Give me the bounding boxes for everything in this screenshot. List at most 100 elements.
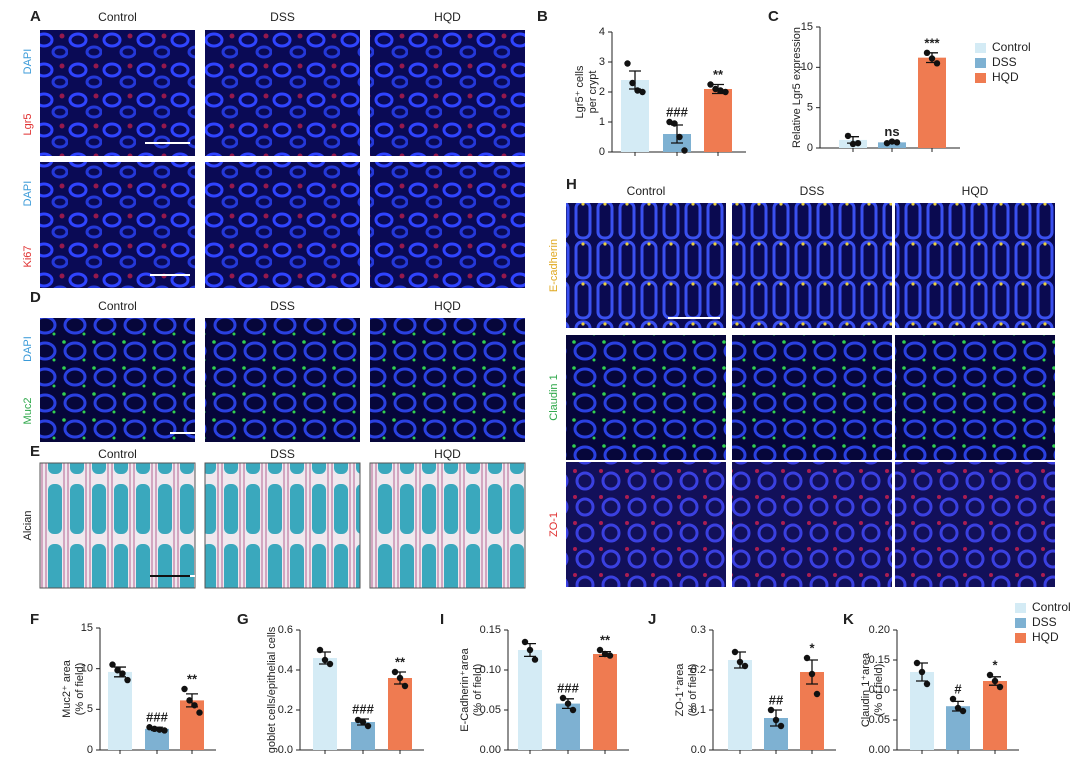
data-point [526, 646, 534, 654]
micrograph [39, 462, 196, 589]
significance: ### [557, 680, 579, 695]
legend-label: Control [1032, 600, 1071, 614]
data-point [596, 646, 604, 654]
y-axis-label: (% of field) [472, 664, 484, 717]
data-point [146, 724, 153, 731]
column-label: Control [627, 184, 666, 198]
bar [593, 654, 617, 750]
significance: ** [600, 632, 611, 647]
y-tick-label: 5 [807, 102, 813, 114]
data-point [888, 138, 896, 145]
significance: ## [769, 692, 784, 707]
y-axis-label: Relative Lgr5 expression [791, 27, 803, 148]
row-label: DAPI [22, 49, 34, 75]
legend-swatch [1015, 633, 1026, 643]
panel-letter: C [768, 8, 779, 25]
y-tick-label: 0 [87, 744, 93, 756]
significance: ** [395, 654, 406, 669]
data-point [933, 60, 941, 67]
row-label: DAPI [22, 336, 34, 362]
data-point [156, 726, 163, 733]
y-tick-label: 1 [599, 116, 605, 128]
micrograph [732, 203, 892, 328]
y-tick-label: 0.2 [278, 704, 293, 716]
data-point [954, 704, 962, 712]
significance: * [992, 657, 998, 672]
micrograph [204, 462, 361, 589]
micrograph [370, 162, 525, 288]
row-label: Claudin 1 [548, 374, 560, 420]
significance: ### [666, 104, 688, 119]
data-point [151, 725, 158, 733]
legend-swatch [1015, 603, 1026, 613]
legend-label: Control [992, 40, 1031, 54]
y-tick-label: 2 [599, 86, 605, 98]
y-tick-label: 4 [599, 26, 605, 38]
data-point [564, 700, 572, 707]
data-point [396, 674, 404, 682]
data-point [949, 695, 957, 703]
y-axis-label: Claudin 1⁺area [860, 652, 872, 727]
bar [388, 678, 412, 750]
legend-swatch [975, 43, 986, 53]
data-point [196, 709, 203, 716]
data-point [717, 87, 724, 94]
data-point [601, 650, 609, 658]
column-label: HQD [434, 10, 461, 24]
data-point [854, 139, 862, 147]
data-point [681, 147, 688, 154]
panel-letter: A [30, 8, 41, 25]
column-label: HQD [962, 184, 989, 198]
data-point [676, 133, 683, 141]
y-axis-label: ZO-1⁺area [674, 663, 686, 717]
bar [800, 672, 824, 750]
row-label: Lgr5 [22, 113, 34, 135]
data-point [391, 668, 399, 676]
y-tick-label: 0.00 [480, 744, 501, 756]
y-tick-label: 0.1 [691, 704, 706, 716]
y-tick-label: 0.10 [480, 664, 501, 676]
column-label: Control [98, 447, 137, 461]
y-tick-label: 0.10 [869, 684, 890, 696]
y-tick-label: 0.20 [869, 624, 890, 636]
y-axis-label: E-Cadherin⁺area [459, 647, 471, 731]
data-point [813, 690, 821, 698]
data-point [569, 706, 577, 714]
data-point [893, 139, 901, 146]
bar [180, 700, 204, 750]
bar [518, 650, 542, 750]
data-point [722, 88, 729, 96]
data-point [923, 680, 931, 688]
micrograph [566, 335, 726, 460]
data-point [772, 716, 780, 724]
y-tick-label: 0.3 [691, 624, 706, 636]
y-tick-label: 15 [81, 622, 93, 634]
data-point [321, 656, 329, 664]
significance: ns [884, 124, 899, 139]
data-point [401, 682, 409, 690]
bar [351, 722, 375, 750]
y-tick-label: 0 [807, 142, 813, 154]
significance: ### [352, 701, 374, 716]
y-axis-label: goblet cells/epithelial cells [266, 626, 278, 753]
y-tick-label: 15 [801, 21, 813, 33]
micrograph [205, 318, 360, 442]
micrograph [40, 30, 195, 156]
column-label: Control [98, 10, 137, 24]
significance: ** [187, 671, 198, 686]
data-point [849, 140, 857, 148]
data-point [326, 660, 334, 668]
data-point [707, 81, 714, 88]
y-tick-label: 0.05 [869, 714, 890, 726]
y-tick-label: 0.00 [869, 744, 890, 756]
legend-label: HQD [1032, 630, 1059, 644]
column-label: DSS [270, 299, 295, 313]
data-point [124, 676, 131, 684]
data-point [712, 85, 719, 93]
micrograph [40, 162, 195, 288]
y-axis-label: per crypt [587, 71, 599, 114]
panel-letter: F [30, 611, 39, 628]
micrograph [566, 462, 726, 587]
panel-letter: I [440, 611, 444, 628]
